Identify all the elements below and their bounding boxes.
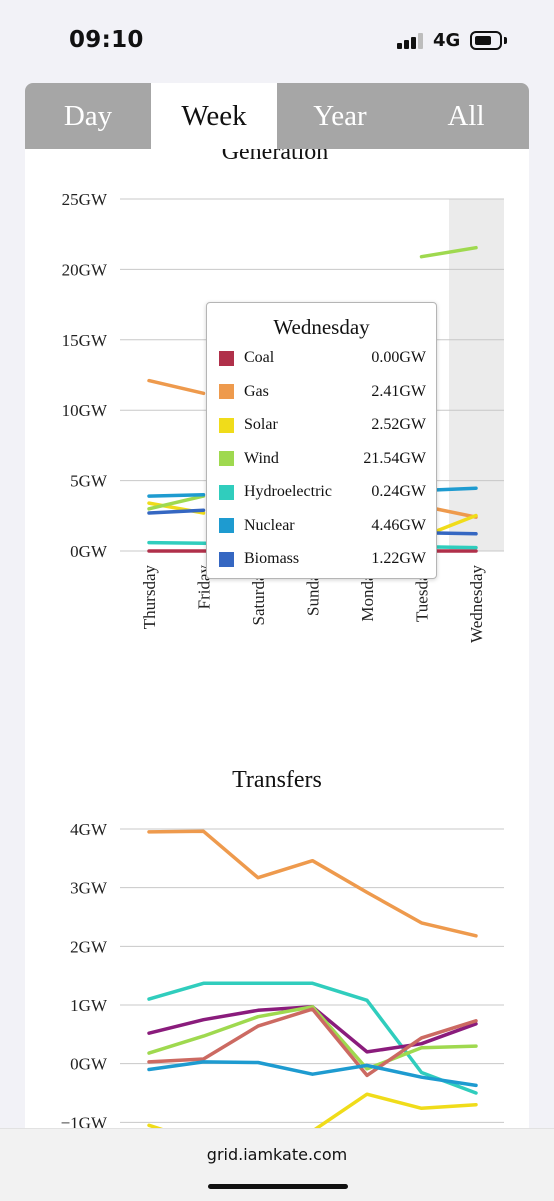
tooltip-series-name: Nuclear — [244, 516, 295, 534]
tab-week[interactable]: Week — [151, 83, 277, 149]
tab-all[interactable]: All — [447, 99, 485, 132]
tab-year[interactable]: Year — [313, 99, 367, 132]
biomass-swatch — [219, 551, 234, 567]
tooltip-series-name: Gas — [244, 382, 269, 400]
coal-swatch — [219, 350, 234, 366]
tooltip-series-value: 1.22GW — [371, 550, 426, 567]
battery-icon — [470, 31, 502, 50]
network-type: 4G — [433, 30, 461, 51]
tooltip-series-value: 0.00GW — [371, 349, 426, 366]
tooltip-series-value: 21.54GW — [363, 449, 426, 467]
y-tick-label: 20GW — [62, 260, 108, 279]
charts-scroll-area[interactable]: 0GW 5GW 10GW 15GW 20GW 25GW Thursday Friday Sat… — [25, 149, 529, 1128]
tooltip-series-name: Solar — [244, 416, 278, 433]
tooltip-series-value: 2.52GW — [371, 416, 426, 433]
status-bar: 09:10 4G — [0, 0, 554, 82]
y-tick-label: 25GW — [62, 190, 108, 209]
y-tick-label: −1GW — [61, 1113, 108, 1128]
x-tick-label: Saturday — [249, 565, 268, 626]
x-tick-label: Wednesday — [467, 565, 486, 643]
tooltip-row-hydroelectric: Hydroelectric 0.24GW — [219, 481, 426, 503]
home-indicator[interactable] — [208, 1184, 348, 1189]
tooltip-row-wind: Wind 21.54GW — [219, 448, 426, 470]
y-tick-label: 2GW — [70, 937, 108, 956]
series-line-wind[interactable] — [147, 245, 478, 511]
series-line-transfer-2[interactable] — [147, 981, 478, 1095]
generation-chart-title: Generation — [222, 149, 329, 165]
series-line-transfer-1[interactable] — [147, 829, 478, 938]
tooltip-row-biomass: Biomass 1.22GW — [219, 548, 426, 570]
hydroelectric-swatch — [219, 484, 234, 500]
series-line-transfer-4[interactable] — [147, 1005, 478, 1071]
nuclear-swatch — [219, 518, 234, 533]
data-tooltip: Wednesday Coal 0.00GW Gas 2.41GW Solar 2… — [206, 302, 437, 579]
tooltip-row-gas: Gas 2.41GW — [219, 381, 426, 403]
period-tabs: Day Week Year All — [25, 83, 529, 149]
series-line-transfer-5[interactable] — [147, 1007, 478, 1078]
x-tick-label: Thursday — [140, 565, 159, 630]
tooltip-series-name: Wind — [244, 449, 279, 467]
battery-cap — [504, 37, 507, 44]
y-tick-label: 1GW — [70, 996, 108, 1015]
series-line-transfer-6[interactable] — [147, 1060, 478, 1088]
series-line-transfer-3[interactable] — [147, 1005, 478, 1054]
y-tick-label: 10GW — [62, 401, 108, 420]
tab-day[interactable]: Day — [63, 99, 113, 132]
y-tick-label: 15GW — [62, 331, 108, 350]
cellular-signal-icon — [397, 33, 425, 49]
tooltip-series-name: Biomass — [244, 550, 300, 567]
y-tick-label: 0GW — [70, 542, 108, 561]
tooltip-row-solar: Solar 2.52GW — [219, 414, 426, 436]
y-tick-label: 3GW — [70, 879, 108, 898]
highlight-column — [449, 199, 504, 551]
tooltip-row-nuclear: Nuclear 4.46GW — [219, 515, 426, 537]
gas-swatch — [219, 384, 234, 399]
y-tick-label: 4GW — [70, 820, 108, 839]
tooltip-row-coal: Coal 0.00GW — [219, 347, 426, 369]
solar-swatch — [219, 417, 234, 433]
series-line-transfer-7[interactable] — [147, 1092, 478, 1128]
tooltip-series-name: Hydroelectric — [244, 483, 332, 500]
tooltip-series-value: 2.41GW — [371, 382, 426, 400]
wind-swatch — [219, 451, 234, 466]
tooltip-title: Wednesday — [273, 315, 370, 339]
y-tick-label: 5GW — [70, 472, 108, 491]
browser-url-bar[interactable]: grid.iamkate.com — [0, 1128, 554, 1201]
y-tick-label: 0GW — [70, 1055, 108, 1074]
tooltip-series-value: 0.24GW — [371, 483, 426, 500]
status-time: 09:10 — [69, 27, 144, 53]
transfers-chart-title: Transfers — [232, 767, 322, 793]
chart-card: Day Week Year All 0GW 5GW 10GW 15GW 20GW 25GW… — [25, 83, 529, 1128]
url-text[interactable]: grid.iamkate.com — [206, 1145, 348, 1164]
tooltip-series-name: Coal — [244, 349, 275, 366]
tooltip-series-value: 4.46GW — [371, 516, 426, 534]
